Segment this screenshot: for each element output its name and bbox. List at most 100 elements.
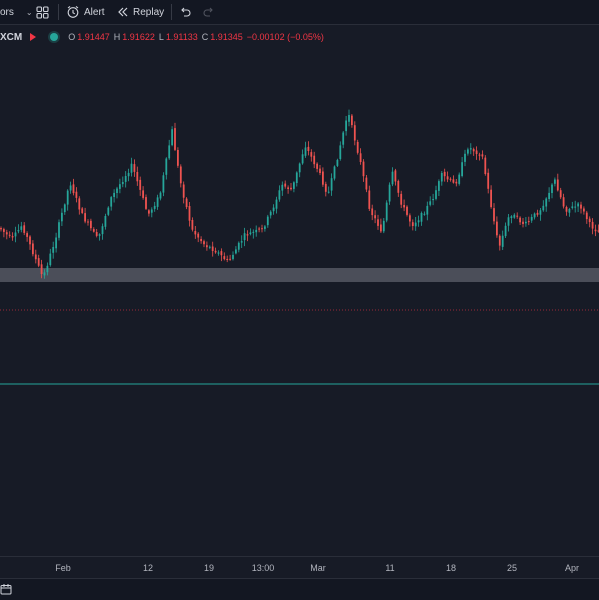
- candle-body: [148, 210, 150, 213]
- candle-body: [215, 251, 217, 253]
- candle-body: [55, 238, 57, 249]
- candle-body: [551, 185, 553, 193]
- close-value: 1.91345: [210, 32, 243, 42]
- high-value: 1.91622: [122, 32, 155, 42]
- candle-body: [136, 172, 138, 181]
- price-chart[interactable]: [0, 46, 599, 556]
- candle-body: [200, 239, 202, 241]
- candle-body: [325, 184, 327, 192]
- candle-body: [351, 116, 353, 126]
- change-value: −0.00102 (−0.05%): [247, 32, 324, 42]
- candle-body: [496, 222, 498, 236]
- candle-body: [44, 272, 46, 275]
- candle-body: [316, 164, 318, 169]
- redo-button[interactable]: [203, 0, 215, 24]
- candle-body: [357, 142, 359, 153]
- candle-body: [331, 178, 333, 190]
- indicators-button[interactable]: ors ⌄: [0, 0, 33, 24]
- candle-body: [252, 232, 254, 233]
- candle-body: [334, 167, 336, 179]
- candle-body: [267, 217, 269, 226]
- candle-body: [287, 187, 289, 189]
- time-axis[interactable]: Feb 12 19 13:00 Mar 11 18 25 Apr: [0, 556, 599, 579]
- undo-button[interactable]: [179, 0, 191, 24]
- alert-button[interactable]: Alert: [66, 0, 105, 24]
- candle-body: [339, 145, 341, 159]
- candle-body: [261, 228, 263, 229]
- low-value: 1.91133: [166, 32, 198, 42]
- candle-body: [223, 256, 225, 259]
- candle-body: [563, 197, 565, 206]
- candle-body: [569, 209, 571, 213]
- candle-body: [293, 182, 295, 189]
- candle-body: [426, 206, 428, 215]
- replay-button[interactable]: Replay: [117, 0, 164, 24]
- candle-body: [244, 233, 246, 240]
- candles-group: [0, 110, 599, 279]
- open-label: O: [68, 32, 75, 42]
- candle-body: [505, 226, 507, 236]
- symbol-name[interactable]: XCM: [0, 32, 22, 43]
- candle-body: [47, 266, 49, 272]
- candle-body: [183, 185, 185, 198]
- candle-body: [383, 221, 385, 231]
- candle-body: [453, 179, 455, 182]
- candle-body: [513, 215, 515, 218]
- candle-body: [458, 175, 460, 184]
- candle-body: [548, 193, 550, 199]
- calendar-icon[interactable]: [0, 583, 12, 595]
- candle-body: [528, 221, 530, 222]
- candle-body: [73, 184, 75, 193]
- templates-button[interactable]: [36, 0, 49, 24]
- candle-body: [470, 148, 472, 149]
- low-label: L: [159, 32, 164, 42]
- redo-icon: [203, 6, 215, 18]
- candle-body: [41, 264, 43, 274]
- candle-body: [116, 189, 118, 194]
- candle-body: [435, 190, 437, 199]
- candle-body: [107, 208, 109, 215]
- candle-body: [534, 214, 536, 218]
- candle-body: [519, 218, 521, 223]
- flag-icon: [30, 33, 36, 41]
- candle-body: [281, 185, 283, 191]
- support-zone[interactable]: [0, 268, 599, 282]
- candle-body: [151, 210, 153, 213]
- candle-body: [273, 208, 275, 212]
- candle-body: [345, 121, 347, 132]
- close-label: C: [202, 32, 209, 42]
- candle-body: [450, 179, 452, 180]
- candle-body: [508, 217, 510, 225]
- candle-body: [52, 247, 54, 253]
- candle-body: [189, 206, 191, 221]
- candle-body: [20, 226, 22, 230]
- candle-body: [247, 234, 249, 235]
- candle-body: [299, 164, 301, 173]
- candle-body: [212, 247, 214, 252]
- candle-body: [455, 182, 457, 184]
- candle-body: [250, 233, 252, 235]
- time-tick: Apr: [565, 563, 579, 573]
- candle-body: [29, 237, 31, 245]
- candle-body: [525, 222, 527, 224]
- candle-body: [308, 147, 310, 151]
- candle-body: [368, 191, 370, 209]
- candle-body: [493, 208, 495, 221]
- candle-body: [209, 247, 211, 248]
- candle-body: [542, 206, 544, 211]
- candle-body: [6, 232, 8, 234]
- candle-body: [305, 148, 307, 156]
- candle-body: [490, 190, 492, 207]
- time-tick: 11: [385, 563, 394, 573]
- candle-body: [160, 193, 162, 199]
- candle-body: [531, 217, 533, 221]
- candle-body: [574, 207, 576, 208]
- high-label: H: [114, 32, 121, 42]
- candle-body: [119, 184, 121, 189]
- candle-body: [218, 253, 220, 254]
- candle-body: [342, 133, 344, 145]
- candle-body: [206, 245, 208, 247]
- candle-body: [128, 173, 130, 176]
- time-tick: Feb: [55, 563, 71, 573]
- candle-body: [374, 215, 376, 218]
